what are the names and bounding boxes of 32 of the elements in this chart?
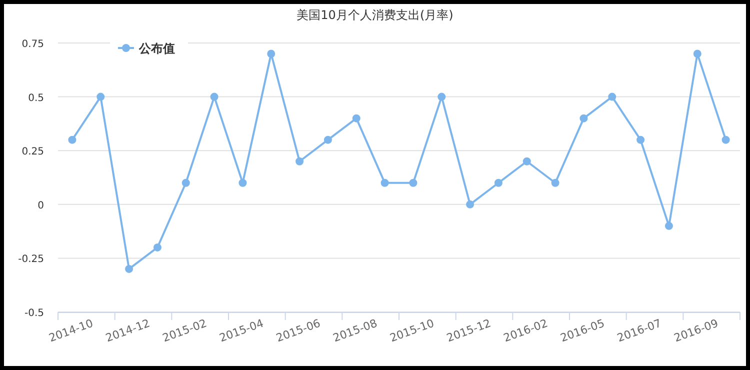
- y-tick-label: -0.25: [18, 254, 44, 266]
- point: [608, 92, 616, 101]
- point: [68, 136, 76, 144]
- y-tick-label: 0: [38, 200, 44, 212]
- point: [380, 178, 389, 187]
- point: [238, 178, 247, 187]
- point: [636, 136, 645, 144]
- point: [722, 136, 730, 144]
- y-tick-label: 0.25: [22, 146, 44, 158]
- point: [324, 136, 332, 144]
- point: [580, 114, 588, 122]
- point: [409, 178, 418, 187]
- y-tick-label: 0.75: [22, 39, 44, 50]
- y-tick-label: 0.5: [28, 92, 44, 104]
- point: [466, 200, 474, 208]
- point: [693, 50, 702, 58]
- point: [522, 157, 531, 166]
- point: [210, 92, 218, 101]
- point: [494, 178, 502, 187]
- chart-title: 美国10月个人消费支出(月率): [296, 8, 454, 22]
- point: [551, 178, 560, 187]
- point: [352, 114, 360, 122]
- point: [438, 92, 446, 101]
- point: [96, 92, 105, 101]
- point: [153, 243, 162, 252]
- point: [296, 157, 304, 166]
- legend-label: 公布值: [138, 42, 175, 56]
- point: [125, 264, 134, 273]
- point: [267, 50, 276, 58]
- y-tick-label: -0.5: [24, 308, 44, 319]
- point: [664, 222, 673, 230]
- point: [182, 178, 190, 187]
